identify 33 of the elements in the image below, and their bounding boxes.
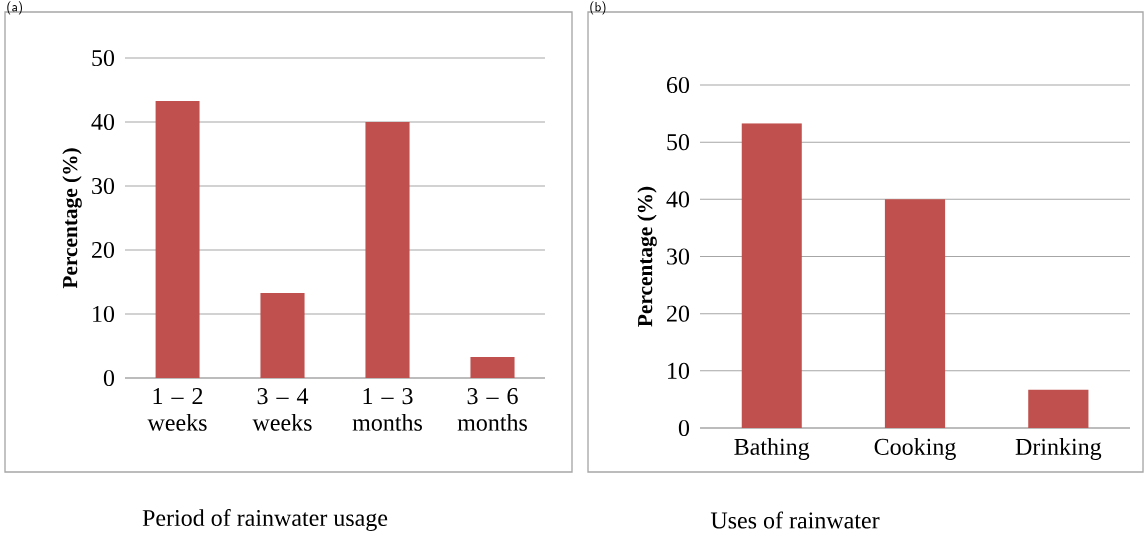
chart-title: (b) [590, 1, 606, 15]
y-tick-label: 10 [668, 362, 690, 379]
y-tick-label: 0 [103, 369, 115, 387]
text: (a) [7, 1, 22, 15]
x-tick-label: 1 – 3 months [352, 388, 422, 431]
x-tick-label: Bathing [734, 438, 810, 460]
y-axis-title: Percentage (%) [637, 186, 657, 327]
y-tick-label: 30 [667, 248, 690, 265]
y-tick-label: 60 [666, 76, 690, 94]
x-tick-label: Cooking [874, 438, 956, 460]
y-tick-label: 30 [92, 177, 115, 195]
y-tick-label: 20 [667, 305, 690, 322]
x-tick-label: Drinking [1015, 438, 1102, 460]
y-tick-label: 40 [666, 191, 690, 208]
x-tick-label: 3 – 6 months [457, 388, 527, 431]
y-tick-label: 10 [93, 305, 115, 323]
bar [260, 292, 305, 378]
y-tick-label: 40 [91, 113, 115, 131]
bar [365, 122, 410, 378]
x-axis-title: Uses of rainwater [710, 511, 880, 529]
bar [155, 100, 200, 378]
bar [1028, 389, 1089, 428]
bar [884, 199, 946, 428]
x-tick-label: 3 – 4 weeks [252, 388, 312, 431]
x-tick-label: 1 – 2 weeks [147, 388, 207, 431]
y-tick-label: 0 [678, 419, 690, 437]
y-tick-label: 50 [92, 49, 115, 67]
y-axis-title: Percentage (%) [62, 148, 82, 289]
y-tick-label: 20 [92, 241, 115, 259]
bar [470, 356, 515, 378]
bar [741, 123, 802, 428]
x-axis-title: Period of rainwater usage [142, 508, 388, 532]
y-tick-label: 50 [667, 134, 690, 151]
